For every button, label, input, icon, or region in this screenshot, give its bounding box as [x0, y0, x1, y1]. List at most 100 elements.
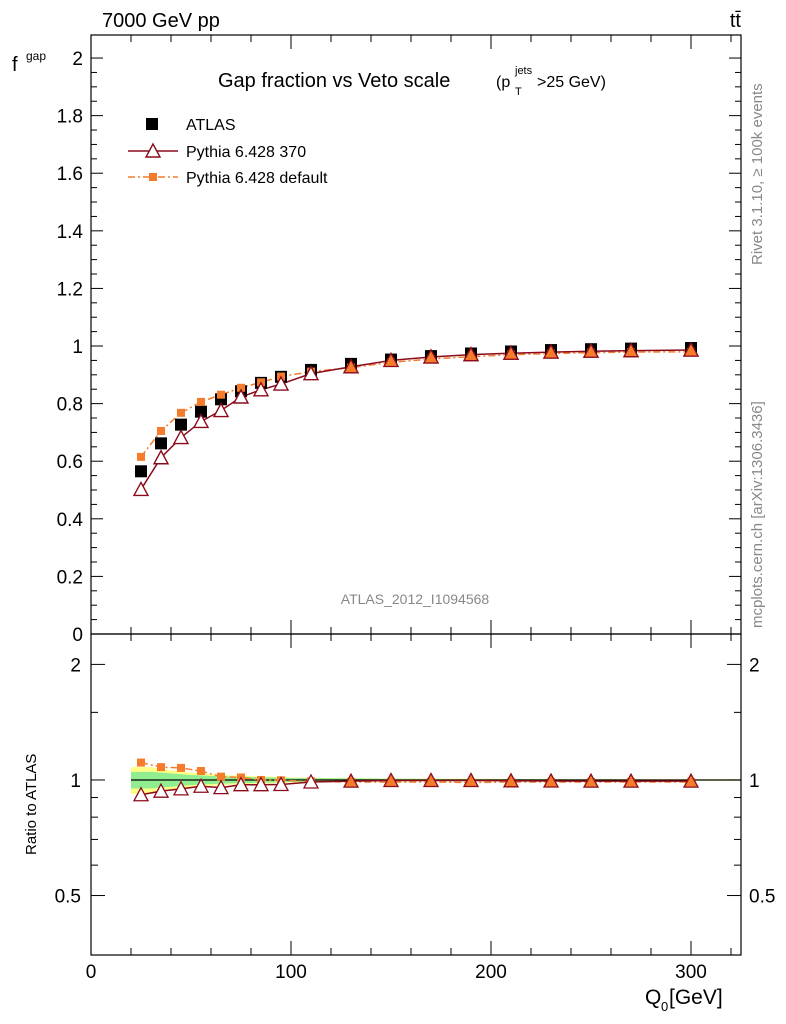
ratio-370-point: [192, 777, 210, 793]
analysis-label: ATLAS_2012_I1094568: [341, 591, 490, 607]
ratio-370-point: [462, 772, 480, 788]
ratio-ytick-label-right: 0.5: [749, 887, 775, 908]
main-ytick-label: 0.2: [57, 567, 83, 588]
main-ytick-label: 0.6: [57, 452, 83, 473]
pythia-370-point: [152, 449, 170, 465]
main-ytick-label: 2: [72, 49, 83, 70]
ratio-370-point: [422, 772, 440, 788]
pythia-370-point: [172, 429, 190, 445]
pythia-370-point-overlap: [502, 344, 520, 360]
pythia-default-point: [217, 390, 225, 399]
pythia-370-point-overlap: [542, 343, 560, 359]
chart-title-sub: (p: [496, 74, 510, 91]
pythia-370-point-overlap: [682, 341, 700, 357]
chart-title-sup: jets: [514, 65, 533, 77]
main-ytick-label: 0.8: [57, 395, 83, 416]
ratio-x-axis: 0 100 200 300: [86, 634, 732, 983]
ratio-370-point: [172, 780, 190, 796]
ratio-370-point: [622, 772, 640, 788]
pythia-default-point: [197, 397, 205, 406]
pythia-370-point: [212, 402, 230, 418]
process-label: 7000 GeV pp: [102, 10, 220, 32]
ratio-panel: 0.5 0.5 1 1 2 2 0 100 200 300 Ratio to ATLAS Q 0…: [23, 633, 776, 1014]
rivet-label: Rivet 3.1.10, ≥ 100k events: [749, 83, 766, 265]
mcplots-label: mcplots.cern.ch [arXiv:1306.3436]: [749, 401, 766, 628]
ratio-370-point: [252, 776, 270, 792]
legend-default-label: Pythia 6.428 default: [186, 170, 328, 187]
ratio-ytick-label-right: 2: [749, 655, 760, 676]
main-ytick-label: 1.6: [57, 164, 83, 185]
pythia-370-point: [192, 412, 210, 429]
ratio-default-point: [137, 758, 145, 767]
ratio-xtick-label: 300: [675, 962, 707, 983]
main-ytick-label: 1.2: [57, 279, 83, 300]
ratio-370-point: [302, 773, 320, 789]
main-y-axis: 0 0.2 0.4 0.6 0.8 1 1.2 1.4 1.6 1.8 2: [57, 49, 741, 646]
legend-atlas-label: ATLAS: [186, 117, 236, 134]
legend-atlas-marker: [146, 118, 158, 130]
ratio-series: [132, 758, 700, 802]
ratio-default-point: [217, 772, 225, 781]
pythia-370-point: [302, 365, 320, 381]
ratio-370-point: [502, 772, 520, 788]
ratio-xlabel-sub: 0: [661, 999, 668, 1014]
ratio-370-point: [132, 786, 150, 802]
main-ytick-label: 0.4: [57, 510, 84, 531]
chart-title-subscript: T: [515, 86, 522, 98]
ratio-370-point: [212, 779, 230, 795]
ratio-370-point: [152, 782, 170, 798]
ratio-frame: [90, 633, 742, 956]
atlas-point: [135, 465, 147, 478]
ratio-370-point: [342, 772, 360, 788]
ratio-default-point: [157, 763, 165, 772]
main-ylabel-sub: gap: [26, 49, 46, 63]
ratio-y-axis: 0.5 0.5 1 1 2 2: [55, 655, 776, 907]
pythia-default-point: [137, 452, 145, 461]
main-ytick-label: 1: [72, 337, 83, 358]
atlas-point: [195, 405, 207, 418]
ratio-xtick-label: 100: [275, 962, 307, 983]
legend: ATLAS Pythia 6.428 370 Pythia 6.428 defa…: [128, 117, 328, 187]
ratio-ytick-label-right: 1: [749, 771, 760, 792]
main-series: [132, 341, 700, 497]
atlas-point: [175, 418, 187, 431]
ratio-default-point: [177, 763, 185, 772]
ratio-xtick-label: 200: [475, 962, 507, 983]
chart-title-rest: >25 GeV): [537, 74, 606, 91]
chart-title-main: Gap fraction vs Veto scale: [218, 70, 450, 92]
pythia-370-point-overlap: [342, 358, 360, 374]
ratio-ylabel: Ratio to ATLAS: [23, 754, 40, 855]
pythia-default-point: [157, 426, 165, 435]
legend-pythia370-marker: [144, 142, 162, 158]
main-x-ticks: [90, 35, 732, 634]
pythia-370-line: [140, 349, 692, 490]
pythia-370-point-overlap: [382, 352, 400, 368]
main-ytick-label: 1.4: [57, 222, 84, 243]
ratio-xlabel-rest: [GeV]: [669, 986, 723, 1009]
ratio-370-point: [542, 772, 560, 788]
ratio-ytick-label: 1: [70, 771, 81, 792]
main-ylabel: f: [12, 54, 18, 76]
main-ytick-label: 0: [72, 625, 83, 646]
pythia-370-point: [232, 388, 250, 404]
final-state-label: tt̄: [730, 10, 742, 32]
main-ytick-label: 1.8: [57, 107, 83, 128]
ratio-xtick-label: 0: [86, 962, 97, 983]
ratio-370-point: [272, 776, 290, 792]
ratio-default-point: [197, 767, 205, 776]
ratio-xlabel-main: Q: [645, 986, 661, 1009]
legend-pythia370-label: Pythia 6.428 370: [186, 144, 306, 161]
pythia-370-point-overlap: [582, 342, 600, 358]
pythia-default-point: [237, 383, 245, 392]
ratio-370-point: [232, 776, 250, 792]
ratio-370-point: [382, 772, 400, 788]
main-panel: 0 0.2 0.4 0.6 0.8 1 1.2 1.4 1.6 1.8 2 Gap fraction…: [12, 34, 742, 646]
pythia-default-point: [177, 408, 185, 417]
pythia-370-point: [272, 375, 290, 391]
ratio-ytick-label: 0.5: [55, 887, 81, 908]
pythia-370-point-overlap: [422, 348, 440, 364]
atlas-point: [155, 437, 167, 450]
pythia-370-point-overlap: [622, 342, 640, 358]
legend-default-marker: [149, 173, 157, 181]
